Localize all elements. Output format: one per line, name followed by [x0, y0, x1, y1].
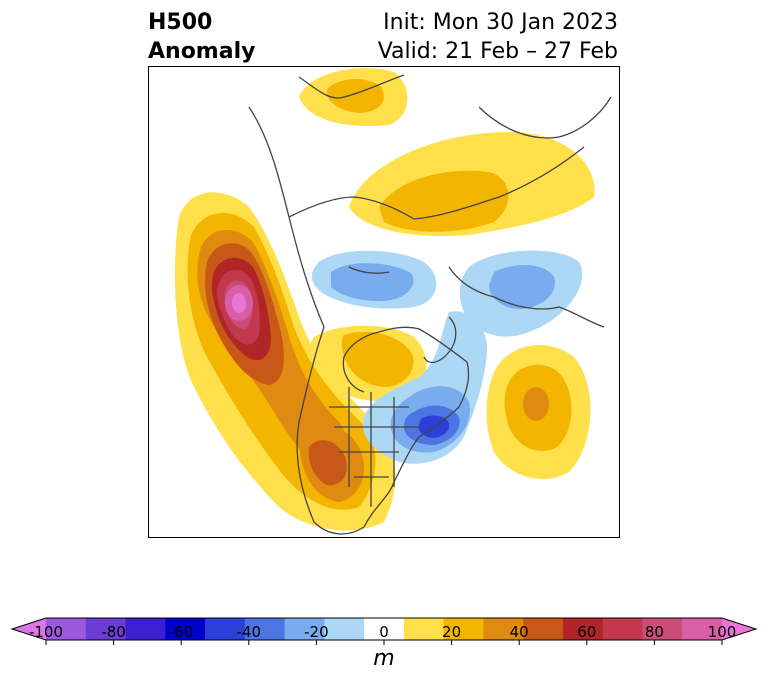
- colorbar-cell: [364, 618, 405, 640]
- colorbar-cell: [443, 618, 484, 640]
- valid-range: Valid: 21 Feb – 27 Feb: [377, 39, 618, 64]
- anomaly-map: [148, 66, 620, 538]
- colorbar-cell: [642, 618, 683, 640]
- colorbar-extend-max: [722, 618, 756, 640]
- map-dates: Init: Mon 30 Jan 2023 Valid: 21 Feb – 27…: [378, 8, 618, 66]
- colorbar-unit: m: [373, 646, 395, 671]
- trough-arctic: [311, 250, 437, 309]
- colorbar-cell: [125, 618, 166, 640]
- colorbar-tick-label: -20: [304, 623, 329, 641]
- init-date: Init: Mon 30 Jan 2023: [383, 10, 618, 35]
- title-field: Anomaly: [148, 39, 256, 64]
- colorbar: [10, 617, 758, 645]
- trough-europe: [459, 250, 583, 337]
- colorbar-cell: [205, 618, 246, 640]
- colorbar-tick-label: -80: [101, 623, 126, 641]
- map-canvas: [174, 68, 612, 535]
- colorbar-cell: [562, 618, 604, 640]
- colorbar-cell: [523, 618, 564, 640]
- colorbar-cell: [403, 618, 445, 640]
- ridge-western-us: [299, 424, 365, 502]
- colorbar-tick-label: -60: [168, 623, 194, 641]
- colorbar-cell: [483, 618, 524, 640]
- colorbar-cell: [682, 618, 723, 640]
- colorbar-cell: [46, 618, 87, 640]
- colorbar-tick-label: 80: [644, 623, 664, 641]
- ridge-siberia: [349, 132, 595, 237]
- colorbar-cell: [165, 618, 206, 640]
- colorbar-tick-label: 40: [509, 623, 529, 641]
- colorbar-cell: [244, 618, 286, 640]
- colorbar-extend-min: [12, 618, 46, 640]
- coastlines: [248, 74, 612, 535]
- colorbar-tick-label: 0: [379, 623, 389, 641]
- ridge-canada: [310, 325, 427, 401]
- colorbar-tick-label: 60: [577, 623, 597, 641]
- map-title: H500 Anomaly: [148, 8, 255, 66]
- colorbar-cell: [602, 618, 643, 640]
- colorbar-tick-label: 100: [707, 623, 737, 641]
- colorbar-cell: [324, 618, 365, 640]
- ridge-top: [299, 68, 408, 127]
- title-variable: H500: [148, 10, 213, 35]
- colorbar-cell: [284, 618, 325, 640]
- ridge-atlantic: [486, 345, 591, 480]
- colorbar-tick-label: -100: [28, 623, 64, 641]
- colorbar-tick-label: -40: [236, 623, 262, 641]
- colorbar-cell: [85, 618, 127, 640]
- colorbar-tick-label: 20: [442, 623, 462, 641]
